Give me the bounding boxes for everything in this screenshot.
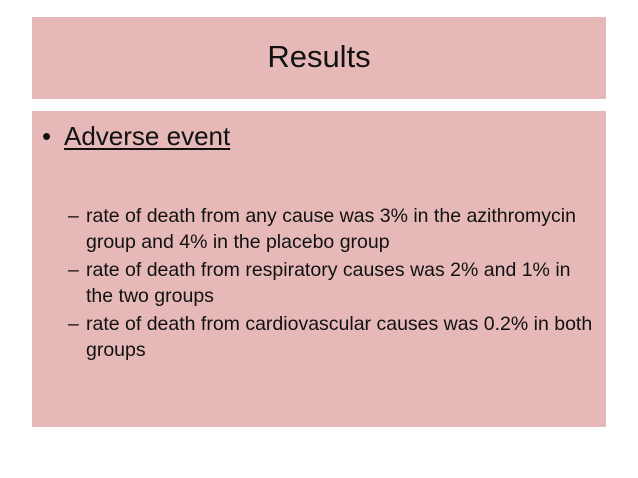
- sub-bullet-list: – rate of death from any cause was 3% in…: [68, 203, 598, 365]
- bullet-item: • Adverse event: [42, 119, 230, 153]
- sub-bullet-item: – rate of death from cardiovascular caus…: [68, 311, 598, 363]
- sub-bullet-item: – rate of death from respiratory causes …: [68, 257, 598, 309]
- dash-icon: –: [68, 313, 79, 335]
- bullet-icon: •: [42, 121, 52, 151]
- title-panel: Results: [32, 17, 606, 99]
- dash-icon: –: [68, 259, 79, 281]
- sub-bullet-text: rate of death from cardiovascular causes…: [86, 313, 593, 361]
- bullet-heading: Adverse event: [64, 121, 231, 151]
- sub-bullet-item: – rate of death from any cause was 3% in…: [68, 203, 598, 255]
- sub-bullet-text: rate of death from any cause was 3% in t…: [86, 205, 576, 253]
- dash-icon: –: [68, 205, 79, 227]
- slide-title: Results: [267, 38, 371, 74]
- sub-bullet-text: rate of death from respiratory causes wa…: [86, 259, 571, 307]
- content-panel: • Adverse event – rate of death from any…: [32, 111, 606, 427]
